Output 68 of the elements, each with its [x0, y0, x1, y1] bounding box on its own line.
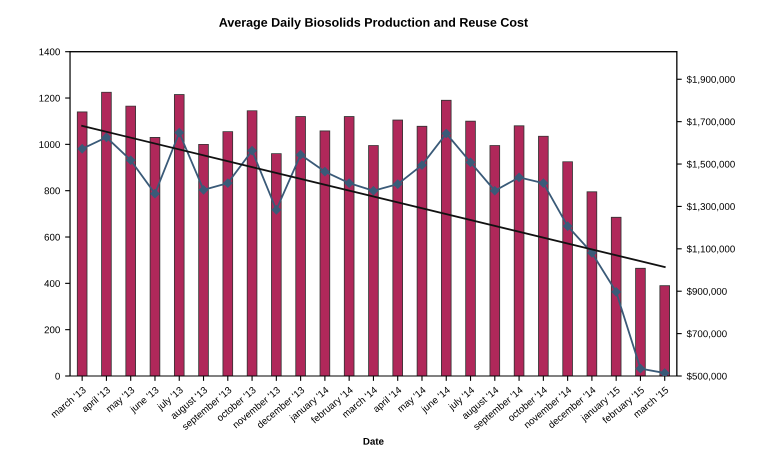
point [247, 146, 257, 156]
bar [465, 120, 476, 376]
point [344, 178, 354, 188]
point [660, 368, 670, 376]
bar [416, 126, 428, 376]
x-axis-title: Date [364, 438, 384, 445]
bar [514, 125, 524, 376]
bar [610, 216, 622, 376]
bar [392, 120, 403, 376]
y-tick-label: 200 [44, 326, 60, 334]
point [636, 364, 646, 374]
y2-tick-label: $700,000 [686, 330, 727, 338]
y-tick-label: 1000 [39, 141, 60, 148]
y2-tick-label: $1,500,000 [686, 160, 735, 169]
y2-tick-label: $1,700,000 [686, 118, 735, 126]
y2-tick-label: $1,300,000 [686, 202, 735, 212]
bar [320, 130, 330, 376]
y-tick-label: 1400 [39, 48, 60, 56]
point [612, 287, 621, 296]
y2-tick-label: $900,000 [686, 288, 727, 296]
point [466, 158, 476, 167]
point [102, 132, 112, 142]
bar [562, 161, 573, 376]
bar [635, 268, 646, 376]
bar [440, 100, 452, 376]
bar [538, 136, 549, 376]
point [78, 144, 87, 154]
y-tick-label: 600 [44, 234, 60, 241]
y-tick-label: 800 [44, 187, 60, 194]
y-tick-label: 400 [44, 280, 60, 287]
y2-tick-label: $500,000 [686, 372, 727, 381]
point [198, 185, 208, 195]
bar [490, 145, 500, 376]
point [490, 186, 500, 196]
point [587, 248, 597, 258]
point [126, 156, 136, 165]
point [514, 172, 524, 182]
point [320, 167, 330, 176]
chart-title: Average Daily Biosolids Production and Reuse Cost [219, 18, 528, 30]
point [417, 160, 427, 170]
point [223, 178, 232, 188]
bar [150, 136, 160, 376]
bar [222, 131, 234, 376]
y2-tick-label: $1,100,000 [686, 245, 735, 254]
y-tick-label: 0 [55, 372, 60, 380]
point [296, 150, 306, 160]
point [150, 189, 160, 198]
bar [271, 153, 282, 376]
point [538, 178, 548, 188]
bar [586, 191, 598, 376]
bar [174, 94, 185, 376]
bar [198, 144, 209, 376]
point [174, 128, 184, 138]
bar [344, 116, 354, 376]
y2-tick-label: $1,900,000 [686, 76, 735, 84]
y-tick-label: 1200 [39, 94, 60, 102]
bar [295, 116, 306, 376]
bar [659, 285, 670, 376]
point [368, 186, 378, 196]
bar [368, 145, 379, 376]
bar [101, 92, 112, 376]
bar [125, 106, 136, 376]
point [442, 128, 451, 138]
bar [76, 112, 88, 376]
bar [246, 110, 258, 376]
point [393, 180, 402, 189]
point [563, 222, 572, 231]
point [272, 205, 281, 214]
